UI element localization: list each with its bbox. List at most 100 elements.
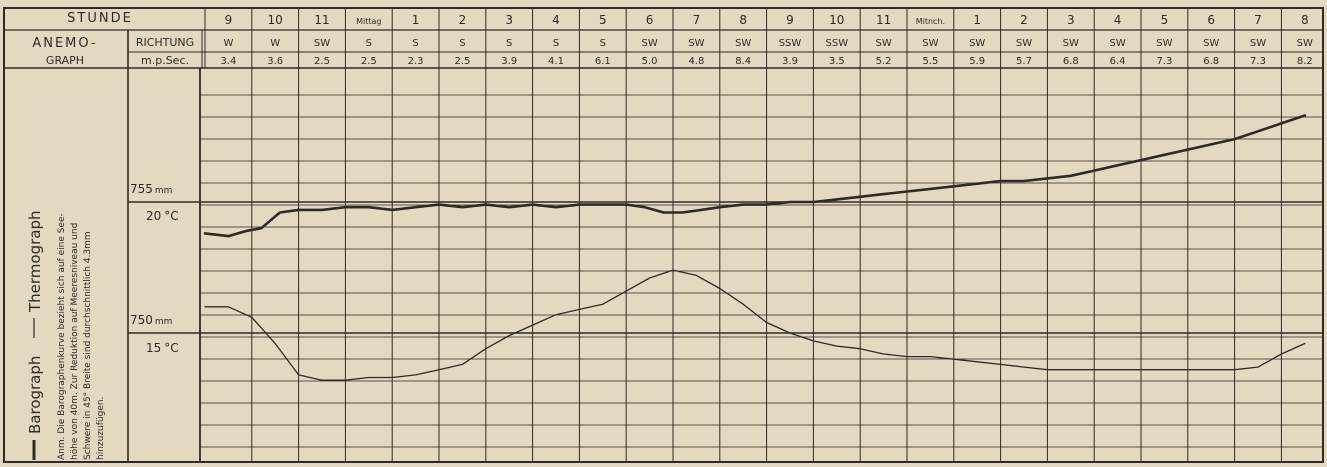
speed-label: 3.5	[829, 56, 845, 67]
direction-label: S	[506, 38, 512, 49]
temp-label-20: 20 °C	[146, 209, 179, 223]
pressure-label-755: 755 mm	[130, 182, 172, 196]
speed-label: 5.7	[1016, 56, 1032, 67]
graph-label: GRAPH	[46, 54, 84, 67]
hour-label: 1	[973, 13, 981, 27]
hour-label: 7	[693, 13, 701, 27]
speed-label: 2.3	[408, 56, 424, 67]
direction-label: S	[366, 38, 372, 49]
hour-label: 1	[412, 13, 420, 27]
direction-label: SW	[735, 38, 751, 49]
hour-label: 8	[739, 13, 747, 27]
direction-label: SW	[1250, 38, 1266, 49]
speed-label: 5.0	[642, 56, 658, 67]
hour-label: 9	[225, 13, 233, 27]
speed-label: 8.2	[1297, 56, 1313, 67]
hour-label: 5	[1161, 13, 1169, 27]
speed-label: 3.9	[782, 56, 798, 67]
hour-label: 2	[1020, 13, 1028, 27]
hour-label: Mitnch.	[916, 17, 945, 26]
outer-border	[3, 7, 1324, 463]
speed-label: 2.5	[314, 56, 330, 67]
direction-label: SW	[1297, 38, 1313, 49]
legend: Barograph Thermograph	[26, 211, 44, 460]
speed-labels: 3.4 3.6 2.5 2.5 2.3 2.5 3.9 4.1 6.1 5.0 4.8 8.4 3.9 3…	[220, 56, 1312, 67]
speed-label: 6.8	[1203, 56, 1219, 67]
hour-label: 8	[1301, 13, 1309, 27]
speed-label: 2.5	[361, 56, 377, 67]
speed-label: 8.4	[735, 56, 751, 67]
hour-label: Mittag	[356, 17, 381, 26]
speed-label: 4.1	[548, 56, 564, 67]
hour-label: 4	[1114, 13, 1122, 27]
note-line-1: Anm. Die Barographenkurve bezieht sich a…	[57, 213, 67, 460]
direction-label: SW	[969, 38, 985, 49]
thermograph-line	[204, 269, 1306, 381]
speed-label: 6.8	[1063, 56, 1079, 67]
hour-label: 10	[268, 13, 283, 27]
direction-label: S	[553, 38, 559, 49]
barograph-line	[203, 114, 1307, 238]
stunde-label: STUNDE	[67, 11, 133, 26]
hour-label: 3	[505, 13, 513, 27]
hour-label: 6	[1207, 13, 1215, 27]
direction-label: SW	[1063, 38, 1079, 49]
direction-label: W	[270, 38, 280, 49]
hour-label: 7	[1254, 13, 1262, 27]
speed-label: 5.9	[969, 56, 985, 67]
hour-label: 5	[599, 13, 607, 27]
note-line-4: hinzuzufügen.	[96, 397, 106, 460]
series-lines	[203, 114, 1307, 381]
direction-label: SW	[1016, 38, 1032, 49]
speed-label: 2.5	[454, 56, 470, 67]
speed-label: 5.2	[876, 56, 892, 67]
hour-label: 11	[876, 13, 891, 27]
note: Anm. Die Barographenkurve bezieht sich a…	[57, 213, 106, 460]
direction-label: SW	[314, 38, 330, 49]
note-line-3: Schwere in 45° Breite sind durchschnittl…	[83, 231, 93, 460]
direction-label: S	[412, 38, 418, 49]
speed-label: 6.1	[595, 56, 611, 67]
direction-label: SW	[922, 38, 938, 49]
speed-label: 4.8	[688, 56, 704, 67]
direction-labels: W W SW S S S S S S SW SW SW SSW SSW SW SW SW SW SW SW SW SW SW…	[223, 38, 1313, 49]
direction-label: S	[600, 38, 606, 49]
richtung-label: RICHTUNG	[136, 36, 194, 49]
hour-label: 11	[314, 13, 329, 27]
direction-label: SSW	[826, 38, 849, 49]
direction-label: S	[459, 38, 465, 49]
barograph-legend-label: Barograph	[26, 356, 44, 434]
hour-label: 6	[646, 13, 654, 27]
hour-label: 9	[786, 13, 794, 27]
direction-label: SW	[875, 38, 891, 49]
anemo-label: ANEMO-	[32, 36, 97, 51]
direction-label: W	[223, 38, 233, 49]
speed-label: 7.3	[1250, 56, 1266, 67]
chart-frame	[3, 7, 1324, 463]
hour-label: 10	[829, 13, 844, 27]
hour-label: 4	[552, 13, 560, 27]
direction-label: SW	[1203, 38, 1219, 49]
speed-label: 3.9	[501, 56, 517, 67]
note-line-2: höhe von 40m. Zur Reduktion auf Meeresni…	[70, 223, 80, 460]
speed-label: 3.4	[220, 56, 236, 67]
hour-labels: 9 10 11 Mittag 1 2 3 4 5 6 7 8 9 10 11 Mitnch. 1 2 3 4 5 6 7 8	[225, 13, 1309, 27]
temp-label-15: 15 °C	[146, 341, 179, 355]
direction-label: SSW	[779, 38, 802, 49]
hour-label: 3	[1067, 13, 1075, 27]
plot-grid	[128, 68, 1323, 462]
speed-label: 7.3	[1156, 56, 1172, 67]
direction-label: SW	[1156, 38, 1172, 49]
speed-label: 3.6	[267, 56, 283, 67]
speed-label: 6.4	[1110, 56, 1126, 67]
hour-label: 2	[459, 13, 467, 27]
pressure-label-750: 750 mm	[130, 313, 172, 327]
direction-label: SW	[641, 38, 657, 49]
speed-label: 5.5	[922, 56, 938, 67]
thermograph-legend-label: Thermograph	[26, 211, 44, 314]
direction-label: SW	[1109, 38, 1125, 49]
speed-label: m.p.Sec.	[141, 54, 189, 67]
direction-label: SW	[688, 38, 704, 49]
header-cells	[204, 8, 1282, 68]
